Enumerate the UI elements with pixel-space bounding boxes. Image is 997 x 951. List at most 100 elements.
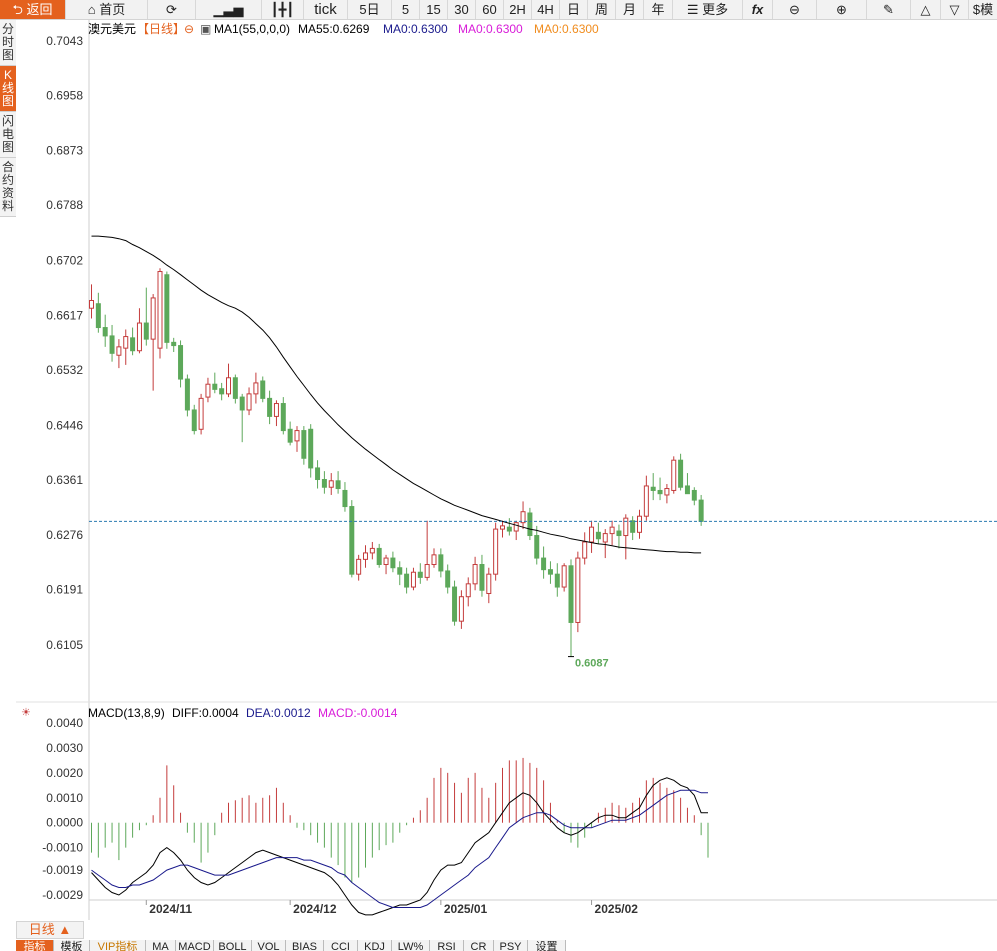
macd-tick-1: 0.0030 — [46, 741, 83, 755]
fx-button[interactable]: fx — [743, 0, 773, 19]
period-button-9[interactable]: 月 — [616, 0, 644, 19]
toolbar: ⮌ 返回 ⌂ 首页 ⟳ ▁▃▅ ┃╋┃ tick 5日 5 15 30 60 2H 4H 日周… — [0, 0, 997, 20]
indicator-tab-6[interactable]: VOL — [252, 940, 286, 951]
zoom-out-button[interactable]: ⊖ — [773, 0, 817, 19]
indicator-tab-14[interactable]: 设置 — [528, 940, 566, 951]
period-button-0[interactable]: 5日 — [348, 0, 392, 19]
period-button-2[interactable]: 15 — [420, 0, 448, 19]
side-tab-2[interactable]: 闪电图 — [0, 112, 16, 158]
bar-chart-icon: ▁▃▅ — [213, 2, 244, 17]
indicator-tab-5[interactable]: BOLL — [214, 940, 252, 951]
candle-body-43 — [383, 557, 389, 566]
side-tab-0[interactable]: 分时图 — [0, 20, 16, 66]
candle-body-52 — [445, 570, 451, 588]
candle-body-66 — [541, 557, 547, 571]
indicator-tab-10[interactable]: LW% — [392, 940, 430, 951]
candle-body-6 — [130, 337, 136, 352]
indicator-tab-9[interactable]: KDJ — [358, 940, 392, 951]
period-button-1[interactable]: 5 — [392, 0, 420, 19]
candle-body-4 — [116, 346, 122, 356]
back-arrow-icon: ⮌ — [12, 2, 23, 17]
candle-body-81 — [643, 485, 649, 517]
candle-body-49 — [424, 564, 430, 578]
legend-ma55: MA55:0.6269 — [298, 22, 370, 36]
period-button-6[interactable]: 4H — [532, 0, 560, 19]
candle-body-29 — [287, 428, 293, 443]
indicator-tab-3[interactable]: MA — [146, 940, 176, 951]
candle-body-27 — [273, 403, 279, 417]
period-button-3[interactable]: 30 — [448, 0, 476, 19]
candle-body-82 — [650, 486, 656, 491]
x-tick-2: 2025/01 — [444, 902, 488, 916]
kline-chart[interactable]: 澳元美元 【日线】⊖ ▣ MA1(55,0,0,0) MA55:0.6269 MA0:0.… — [16, 20, 997, 920]
price-tick-4: 0.6702 — [46, 254, 83, 268]
candle-body-16 — [198, 397, 204, 430]
indicator-tab-11[interactable]: RSI — [430, 940, 464, 951]
zoom-in-icon: ⊕ — [836, 2, 847, 17]
candle-body-51 — [438, 554, 444, 572]
tick-label: tick — [314, 1, 337, 18]
candle-body-2 — [102, 327, 108, 337]
more-label: 更多 — [702, 2, 729, 17]
indicator-tab-4[interactable]: MACD — [176, 940, 214, 951]
candle-body-37 — [342, 489, 348, 508]
bar-chart-button[interactable]: ▁▃▅ — [196, 0, 262, 19]
indicator-tab-12[interactable]: CR — [464, 940, 494, 951]
triangle-up-button[interactable]: △ — [911, 0, 941, 19]
zoom-in-button[interactable]: ⊕ — [817, 0, 867, 19]
price-tick-3: 0.6788 — [46, 198, 83, 212]
candle-body-5 — [123, 336, 129, 349]
price-tick-7: 0.6446 — [46, 418, 83, 432]
candle-body-84 — [664, 488, 670, 496]
legend-ma0-c: MA0:0.6300 — [534, 22, 599, 36]
candle-body-70 — [568, 565, 574, 623]
candle-body-15 — [191, 409, 197, 432]
period-tab[interactable]: 日线 ▲ — [16, 921, 84, 939]
macd-legend-macd: MACD:-0.0014 — [318, 706, 398, 720]
indicator-tab-8[interactable]: CCI — [324, 940, 358, 951]
candlestick-button[interactable]: ┃╋┃ — [262, 0, 304, 19]
candle-body-88 — [691, 489, 697, 501]
candle-body-22 — [239, 396, 245, 411]
candle-body-30 — [294, 430, 300, 442]
side-tab-1[interactable]: K线图 — [0, 66, 16, 112]
candle-body-73 — [589, 526, 595, 543]
indicator-tab-2[interactable]: VIP指标 — [90, 940, 146, 951]
period-button-4[interactable]: 60 — [476, 0, 504, 19]
candle-body-64 — [527, 512, 533, 537]
more-button[interactable]: ☰ 更多 — [673, 0, 743, 19]
macd-tick-0: 0.0040 — [46, 716, 83, 730]
draw-button[interactable]: ✎ — [867, 0, 911, 19]
candle-body-65 — [534, 535, 540, 559]
period-button-5[interactable]: 2H — [504, 0, 532, 19]
period-button-8[interactable]: 周 — [588, 0, 616, 19]
candle-body-14 — [184, 378, 190, 411]
indicator-tab-7[interactable]: BIAS — [286, 940, 324, 951]
candlestick-icon: ┃╋┃ — [270, 2, 295, 17]
triangle-down-icon: ▽ — [949, 2, 960, 17]
macd-tick-4: 0.0000 — [46, 816, 83, 830]
side-tabs: 分时图 K线图 闪电图 合约资料 — [0, 20, 16, 217]
tick-button[interactable]: tick — [304, 0, 348, 19]
period-button-10[interactable]: 年 — [644, 0, 673, 19]
x-tick-1: 2024/12 — [293, 902, 337, 916]
candle-body-25 — [260, 380, 266, 399]
triangle-down-button[interactable]: ▽ — [941, 0, 969, 19]
home-label: 首页 — [99, 2, 126, 17]
side-tab-3[interactable]: 合约资料 — [0, 158, 16, 217]
candle-body-32 — [308, 428, 314, 469]
home-button[interactable]: ⌂ 首页 — [66, 0, 148, 19]
indicator-tab-13[interactable]: PSY — [494, 940, 528, 951]
candle-body-38 — [349, 506, 355, 575]
menu-icon: ☰ — [686, 2, 699, 17]
mode-button[interactable]: $模 — [969, 0, 997, 19]
indicator-tab-0[interactable]: 指标 — [16, 940, 54, 951]
candle-body-41 — [369, 547, 375, 554]
back-button[interactable]: ⮌ 返回 — [0, 0, 66, 19]
indicator-tab-1[interactable]: 模板 — [54, 940, 90, 951]
candle-body-86 — [678, 459, 684, 488]
candle-body-8 — [143, 322, 149, 340]
period-button-7[interactable]: 日 — [560, 0, 588, 19]
candle-body-85 — [671, 459, 677, 491]
refresh-button[interactable]: ⟳ — [148, 0, 196, 19]
